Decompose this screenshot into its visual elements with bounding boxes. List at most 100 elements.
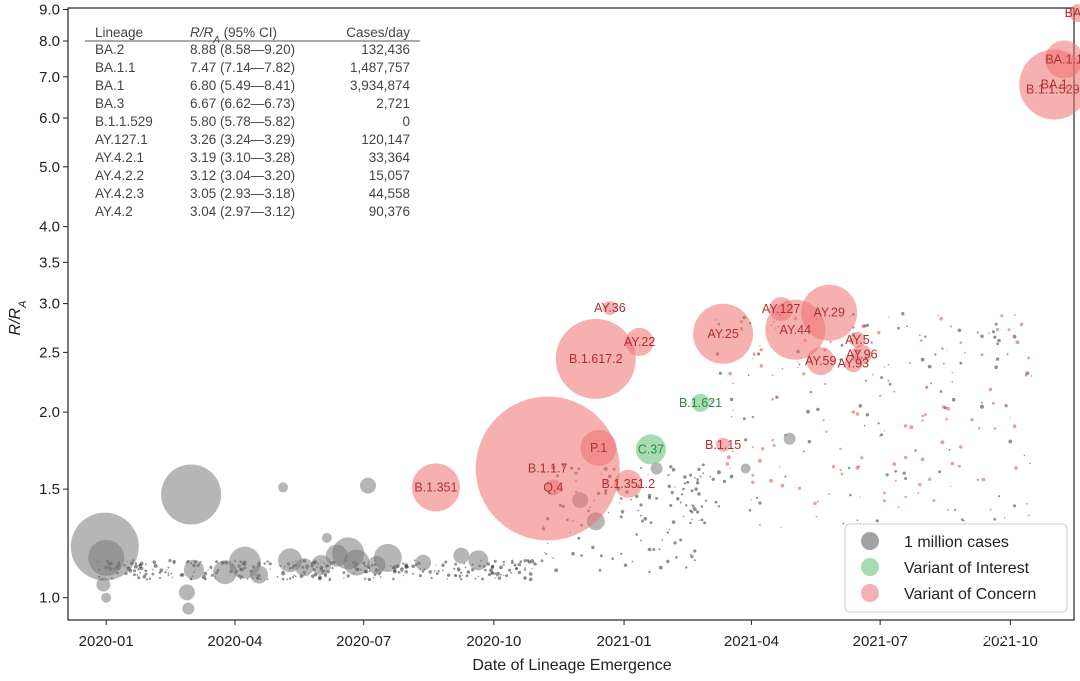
small-lineage-point xyxy=(732,382,734,385)
small-lineage-point xyxy=(291,576,295,579)
table-cell-cases: 3,934,874 xyxy=(350,78,411,93)
small-lineage-point xyxy=(709,475,712,478)
lineage-label: B.1.617.2 xyxy=(569,352,623,366)
small-lineage-point xyxy=(580,554,583,557)
small-lineage-point xyxy=(976,331,979,334)
small-lineage-point xyxy=(623,563,628,567)
small-lineage-point xyxy=(758,523,762,526)
table-cell-lineage: AY.4.2.1 xyxy=(95,150,144,165)
small-lineage-point xyxy=(342,571,346,575)
small-lineage-point xyxy=(847,466,851,470)
small-lineage-point xyxy=(679,538,683,542)
small-lineage-point xyxy=(661,539,664,541)
small-lineage-point xyxy=(781,368,784,370)
small-lineage-point xyxy=(523,559,527,563)
small-lineage-point xyxy=(600,554,603,558)
small-lineage-point xyxy=(136,574,139,576)
small-lineage-point xyxy=(897,326,900,330)
small-lineage-point xyxy=(959,445,963,449)
small-lineage-point xyxy=(751,416,754,419)
small-lineage-point xyxy=(144,563,147,566)
small-lineage-point xyxy=(695,481,700,485)
watermark: 新智元 xyxy=(928,623,1009,645)
small-lineage-point xyxy=(372,577,375,579)
small-lineage-point xyxy=(201,575,206,579)
small-lineage-point xyxy=(435,564,437,566)
small-lineage-point xyxy=(701,463,705,467)
small-lineage-point xyxy=(1008,439,1013,444)
lineage-bubble xyxy=(545,479,562,496)
small-lineage-point xyxy=(266,578,269,581)
small-lineage-point xyxy=(677,497,679,499)
small-lineage-point xyxy=(726,455,731,460)
lineage-bubble xyxy=(716,437,731,452)
table-cell-ratio: 3.05 (2.93—3.18) xyxy=(190,186,295,201)
small-lineage-point xyxy=(481,577,484,581)
table-cell-cases: 90,376 xyxy=(369,204,410,219)
small-lineage-point xyxy=(276,576,279,578)
small-lineage-point xyxy=(510,571,512,574)
small-lineage-point xyxy=(295,575,297,578)
small-lineage-point xyxy=(392,577,395,581)
small-lineage-point xyxy=(725,462,730,466)
small-lineage-point xyxy=(839,447,842,450)
small-lineage-point xyxy=(343,577,345,579)
small-lineage-point xyxy=(402,562,405,565)
small-lineage-point xyxy=(490,565,495,569)
small-lineage-point xyxy=(1029,462,1031,465)
table-cell-lineage: AY.4.2.2 xyxy=(95,168,144,183)
small-lineage-point xyxy=(928,477,932,481)
small-lineage-point xyxy=(511,559,514,562)
table-cell-ratio: 5.80 (5.78—5.82) xyxy=(190,114,295,129)
small-lineage-point xyxy=(635,533,639,536)
lineage-bubble xyxy=(182,602,195,615)
small-lineage-point xyxy=(459,574,461,577)
lineage-bubble xyxy=(844,354,863,373)
small-lineage-point xyxy=(499,565,503,570)
lineage-label: AY.36 xyxy=(594,301,626,315)
y-tick-label: 7.0 xyxy=(39,69,60,86)
lineage-bubble xyxy=(740,463,751,474)
small-lineage-point xyxy=(902,471,906,475)
small-lineage-point xyxy=(577,536,581,540)
small-lineage-point xyxy=(778,465,781,468)
small-lineage-point xyxy=(757,458,762,463)
small-lineage-point xyxy=(540,559,544,563)
small-lineage-point xyxy=(619,515,623,519)
small-lineage-point xyxy=(179,573,183,577)
small-lineage-point xyxy=(152,560,157,564)
small-lineage-point xyxy=(671,467,676,472)
small-lineage-point xyxy=(324,575,327,578)
small-lineage-point xyxy=(682,515,685,518)
small-lineage-point xyxy=(747,374,750,377)
small-lineage-point xyxy=(989,508,992,511)
small-lineage-point xyxy=(685,566,688,569)
small-lineage-point xyxy=(949,325,953,328)
small-lineage-point xyxy=(828,493,831,496)
table-cell-lineage: B.1.1.529 xyxy=(95,114,153,129)
small-lineage-point xyxy=(877,422,880,425)
small-lineage-point xyxy=(996,342,999,346)
small-lineage-point xyxy=(964,352,966,354)
small-lineage-point xyxy=(995,357,1000,361)
small-lineage-point xyxy=(444,560,448,564)
small-lineage-point xyxy=(699,475,702,478)
lineage-bubble xyxy=(161,464,222,525)
small-lineage-point xyxy=(503,574,505,577)
small-lineage-point xyxy=(159,568,164,573)
small-lineage-point xyxy=(535,563,537,566)
small-lineage-point xyxy=(669,465,673,469)
small-lineage-point xyxy=(484,568,487,572)
small-lineage-point xyxy=(1015,340,1020,345)
small-lineage-point xyxy=(148,577,152,580)
table-cell-ratio: 6.67 (6.62—6.73) xyxy=(190,96,295,111)
small-lineage-point xyxy=(938,470,941,474)
small-lineage-point xyxy=(858,404,863,408)
small-lineage-point xyxy=(668,474,671,476)
y-tick-label: 9.0 xyxy=(39,1,60,18)
small-lineage-point xyxy=(547,542,549,545)
small-lineage-point xyxy=(456,567,461,571)
small-lineage-point xyxy=(885,473,889,477)
small-lineage-point xyxy=(465,574,469,578)
small-lineage-point xyxy=(752,352,756,356)
